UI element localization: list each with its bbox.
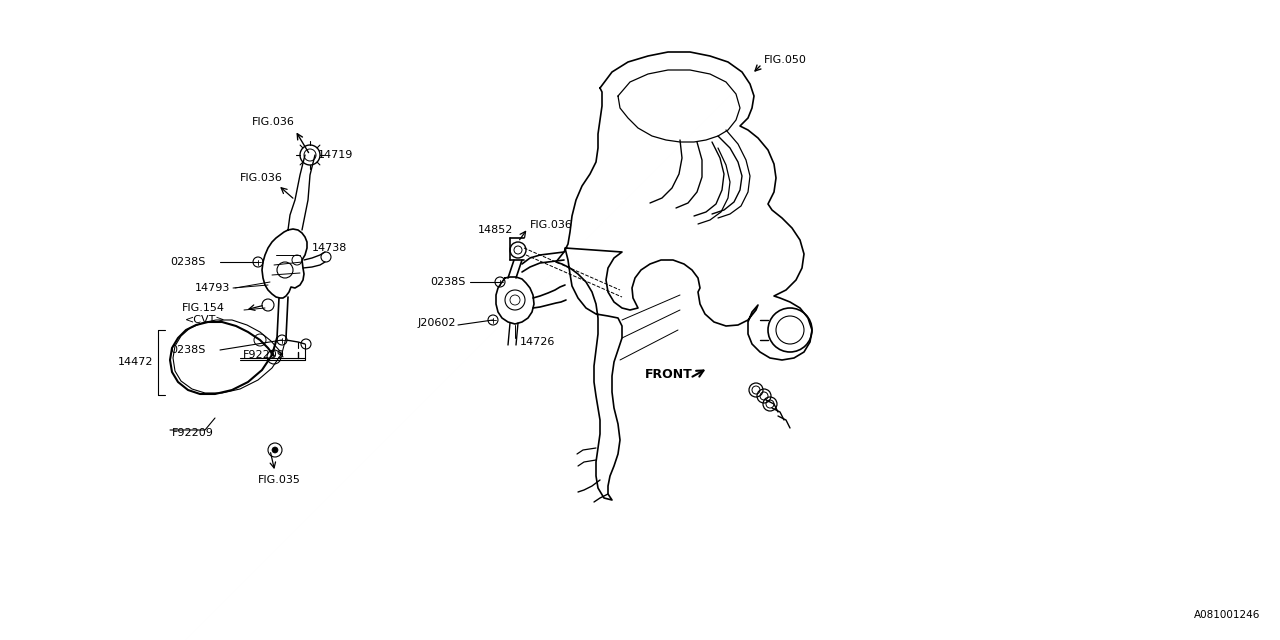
Text: J20602: J20602 [419, 318, 457, 328]
Text: 14726: 14726 [520, 337, 556, 347]
Text: 14852: 14852 [477, 225, 513, 235]
Text: 14472: 14472 [118, 357, 154, 367]
Text: FIG.036: FIG.036 [241, 173, 283, 183]
Text: F92209: F92209 [243, 350, 285, 360]
Text: <CVT>: <CVT> [186, 315, 225, 325]
Text: FIG.035: FIG.035 [259, 475, 301, 485]
Text: FRONT: FRONT [645, 369, 692, 381]
Text: FIG.036: FIG.036 [252, 117, 294, 127]
Text: 14738: 14738 [312, 243, 347, 253]
Circle shape [273, 447, 278, 453]
Text: A081001246: A081001246 [1194, 610, 1260, 620]
Text: 14793: 14793 [195, 283, 230, 293]
Text: 14719: 14719 [317, 150, 353, 160]
Text: F92209: F92209 [172, 428, 214, 438]
Text: FIG.036: FIG.036 [530, 220, 573, 230]
Text: 0238S: 0238S [170, 345, 205, 355]
Text: 0238S: 0238S [430, 277, 466, 287]
Text: 0238S: 0238S [170, 257, 205, 267]
Text: FIG.154: FIG.154 [182, 303, 225, 313]
Text: FIG.050: FIG.050 [764, 55, 806, 65]
